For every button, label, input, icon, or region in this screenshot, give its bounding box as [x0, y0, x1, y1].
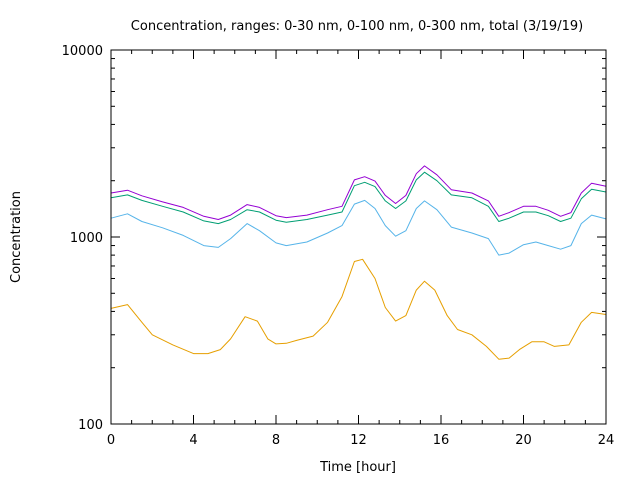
- y-tick-label-1000: 1000: [70, 231, 103, 246]
- x-tick-label-24: 24: [598, 433, 615, 448]
- series-line-3: [110, 171, 607, 225]
- y-axis-label: Concentration: [9, 191, 24, 283]
- plot-series-group: [110, 165, 607, 360]
- x-tick-label-12: 12: [350, 433, 367, 448]
- y-tick-label-100: 100: [78, 418, 103, 433]
- x-tick-label-4: 4: [189, 433, 197, 448]
- series-line-4: [110, 165, 607, 220]
- x-tick-label-20: 20: [515, 433, 532, 448]
- x-tick-label-0: 0: [107, 433, 115, 448]
- y-tick-label-10000: 10000: [62, 44, 103, 59]
- series-line-2: [110, 199, 607, 256]
- axes-group: 0 4 8 12 16 20 24 100 1000 10000: [62, 44, 615, 448]
- x-axis-label: Time [hour]: [319, 460, 396, 475]
- x-tick-label-8: 8: [272, 433, 280, 448]
- plot-frame: [110, 49, 607, 425]
- chart-title: Concentration, ranges: 0-30 nm, 0-100 nm…: [131, 19, 583, 34]
- x-tick-label-16: 16: [433, 433, 450, 448]
- series-line-1: [110, 258, 607, 360]
